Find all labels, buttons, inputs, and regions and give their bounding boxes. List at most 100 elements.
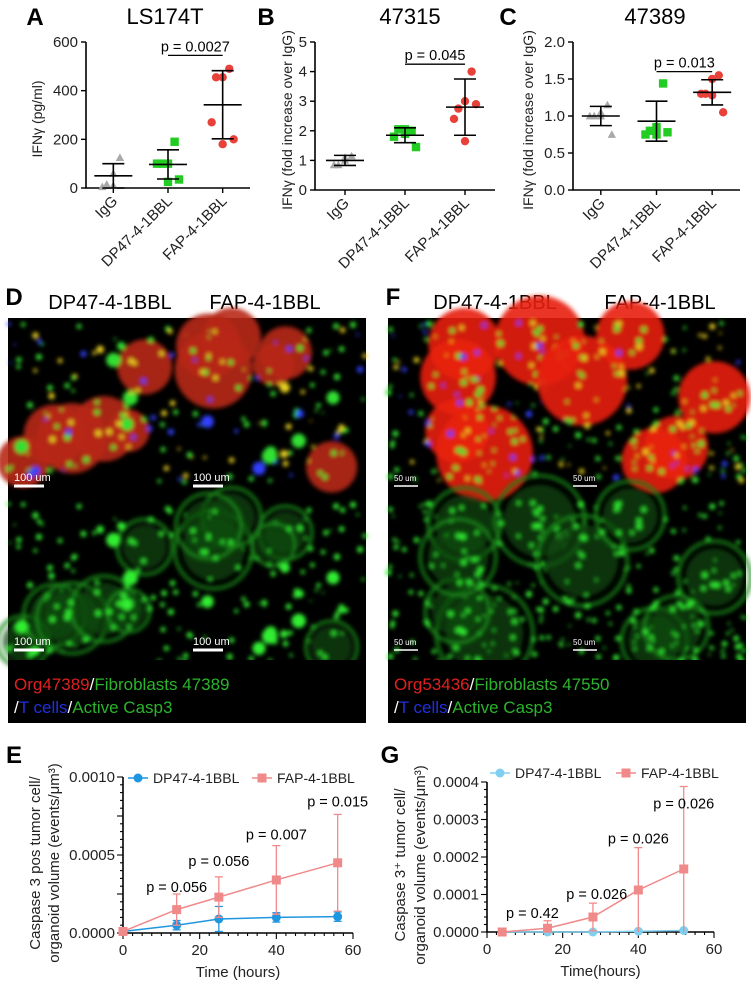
casp3-dot: [16, 537, 22, 543]
casp3-dot: [296, 525, 304, 532]
casp3-dot: [701, 571, 708, 579]
casp3-dot: [113, 517, 117, 521]
organoid-fill: [122, 524, 167, 569]
p-value: p = 0.0027: [161, 39, 230, 55]
cell-dot: [190, 347, 196, 354]
cell-dot: [131, 435, 136, 440]
y-tick-label: 0.0004: [433, 774, 479, 791]
organoid-outline: [250, 521, 297, 568]
cell-dot: [475, 391, 481, 398]
caption-fibroblasts: Fibroblasts 47550: [474, 675, 609, 694]
cell-dot: [163, 465, 170, 471]
casp3-dot: [339, 507, 346, 513]
cell-dot: [700, 429, 704, 433]
casp3-dot: [672, 529, 677, 534]
cell-dot: [65, 429, 72, 436]
organoid: [596, 301, 665, 370]
legend-marker: [621, 768, 631, 778]
casp3-dot: [663, 517, 668, 522]
cell-dot: [455, 353, 462, 359]
cell-dot: [653, 420, 659, 427]
casp3-dot: [492, 628, 496, 632]
group-1: [637, 79, 676, 142]
cell-dot: [186, 452, 193, 459]
casp3-dot: [71, 569, 75, 573]
casp3-dot: [544, 568, 548, 572]
cell-dot: [546, 455, 551, 460]
data-point: [172, 905, 182, 915]
data-point: [118, 926, 128, 936]
casp3-dot: [603, 646, 606, 650]
cell-dot: [447, 474, 452, 480]
cell-dot: [169, 352, 175, 358]
casp3-dot: [455, 627, 461, 634]
data-point: [663, 128, 672, 137]
cell-dot: [465, 428, 471, 434]
chart-title: 47315: [379, 4, 440, 29]
casp3-dot: [60, 588, 63, 592]
casp3-dot: [428, 563, 434, 569]
organoid-fill: [311, 626, 353, 668]
casp3-dot: [65, 609, 72, 616]
casp3-dot: [740, 615, 744, 619]
casp3-dot: [536, 522, 543, 530]
data-point: [271, 875, 281, 885]
organoid-fill: [431, 585, 483, 637]
casp3-dot: [288, 630, 293, 636]
x-tick-label: 40: [630, 941, 647, 958]
cell-dot: [692, 476, 699, 484]
casp3-dot: [600, 519, 603, 523]
panel-e: E 0 20 40 60 0.0000 0.0005 0.0010 Time (hours) Ca…: [6, 742, 368, 981]
casp3-dot: [479, 582, 485, 588]
cell-dot: [673, 375, 680, 381]
casp3-dot: [465, 608, 471, 614]
cell-dot: [424, 337, 428, 342]
casp3-dot: [682, 528, 686, 532]
casp3-dot: [708, 653, 711, 656]
cell-dot: [393, 364, 399, 370]
cell-dot: [206, 356, 211, 361]
casp3-dot: [173, 589, 179, 595]
caption-separator: /: [14, 698, 19, 717]
casp3-dot: [671, 571, 676, 576]
cell-dot: [418, 411, 424, 417]
cell-dot: [582, 340, 585, 343]
cell-dot: [308, 366, 314, 372]
data-point: [588, 912, 598, 922]
cell-dot: [464, 416, 467, 419]
caption-separator: /: [448, 698, 453, 717]
cell-dot: [658, 468, 665, 475]
merged-image: [0, 322, 189, 488]
cell-dot: [630, 437, 637, 444]
cell-dot: [26, 402, 34, 409]
casp3-dot: [539, 619, 543, 623]
cell-dot: [489, 429, 493, 433]
casp3-dot: [323, 529, 329, 536]
casp3-dot: [584, 603, 591, 610]
cell-dot: [492, 448, 496, 452]
casp3-dot: [116, 521, 126, 531]
casp3-dot: [688, 599, 695, 606]
casp3-dot: [286, 526, 292, 532]
organoid-fill: [182, 500, 235, 553]
casp3-dot: [317, 650, 323, 656]
organoid: [176, 313, 242, 379]
casp3-dot: [613, 657, 617, 661]
casp3-dot: [44, 592, 47, 595]
data-point: [214, 914, 224, 924]
cell-dot: [248, 376, 252, 380]
cell-dot: [33, 368, 38, 373]
data-point: [333, 912, 343, 922]
cell-dot: [669, 426, 676, 432]
casp3-dot: [481, 503, 487, 508]
casp3-dot: [470, 556, 477, 563]
casp3-dot: [619, 606, 622, 610]
casp3-dot: [201, 595, 214, 608]
x-tick-label: 20: [191, 942, 208, 959]
casp3-dot: [474, 557, 479, 562]
y-tick-label: 600: [53, 34, 78, 51]
casp3-dot: [150, 595, 156, 601]
data-point: [407, 126, 416, 135]
cell-dot: [671, 451, 675, 455]
